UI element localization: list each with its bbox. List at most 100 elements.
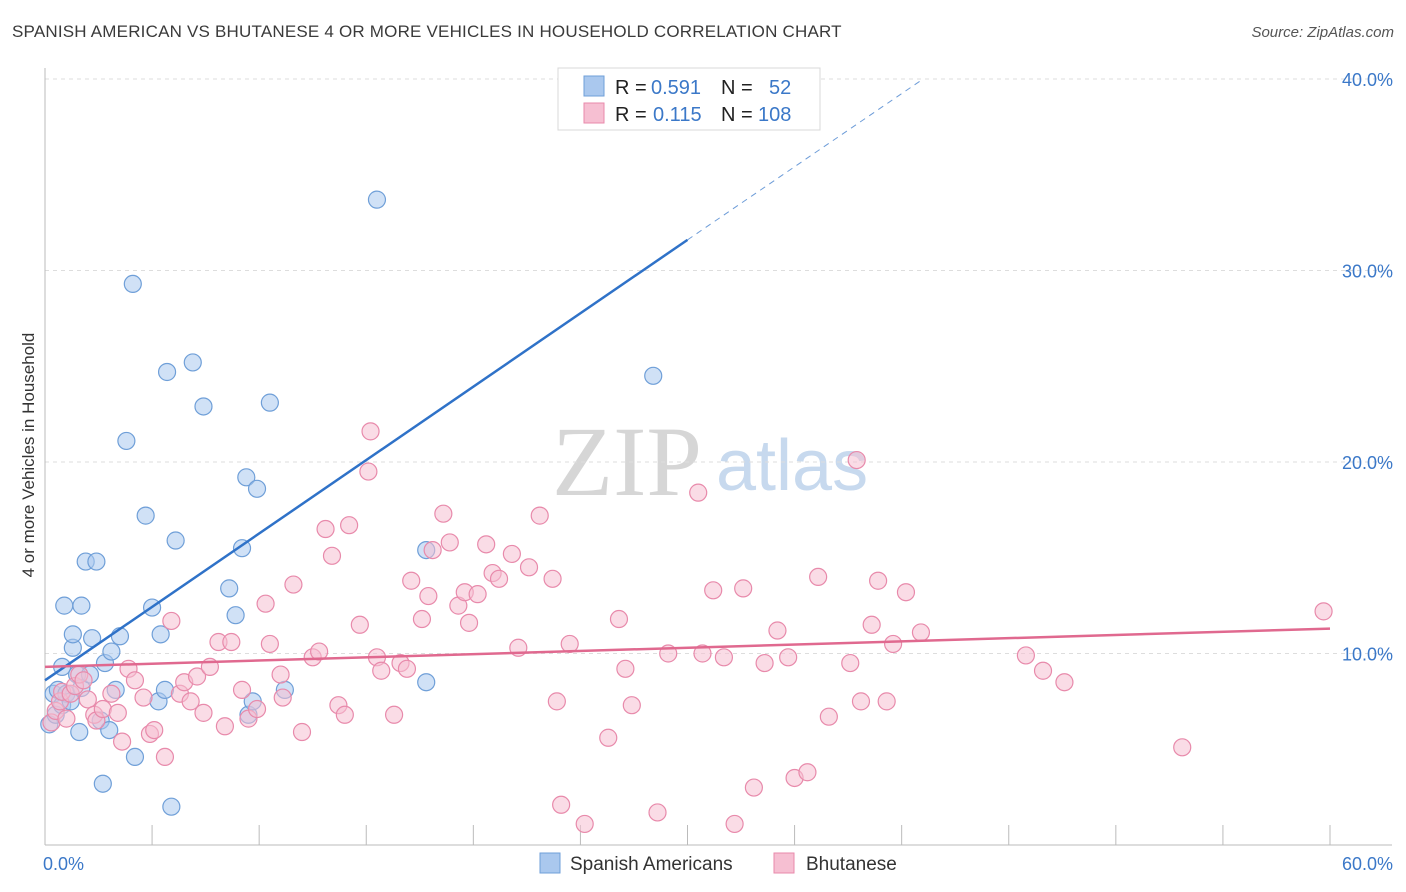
point-bhutanese [145, 720, 164, 740]
point-bhutanese [575, 814, 594, 834]
point-spanish-americans [70, 722, 89, 742]
point-spanish-americans [117, 431, 136, 451]
y-tick-label: 20.0% [1342, 453, 1393, 473]
trend-line-spanish-americans [44, 238, 689, 682]
point-spanish-americans [100, 720, 119, 740]
x-tick-label-min: 0.0% [43, 854, 84, 874]
point-bhutanese [284, 575, 303, 594]
point-spanish-americans [417, 673, 436, 692]
point-bhutanese [609, 609, 629, 629]
point-spanish-americans [136, 506, 155, 525]
point-bhutanese [819, 707, 838, 726]
point-spanish-americans [87, 552, 106, 571]
point-spanish-americans [220, 579, 239, 598]
point-bhutanese [779, 648, 798, 667]
point-spanish-americans [226, 606, 245, 625]
legend-n-value-2: 108 [758, 104, 791, 126]
tick-labels: 10.0% 20.0% 30.0% 40.0% 0.0% 60.0% [43, 70, 1393, 874]
point-bhutanese [622, 696, 641, 715]
point-bhutanese [310, 642, 329, 661]
point-bhutanese [74, 671, 93, 690]
point-bhutanese [125, 671, 145, 690]
point-bhutanese [755, 653, 774, 673]
legend-swatch-bhutanese [773, 852, 795, 874]
point-spanish-americans [93, 774, 112, 793]
point-bhutanese [335, 705, 354, 724]
point-bhutanese [419, 586, 438, 606]
point-bhutanese [477, 535, 496, 554]
point-bhutanese [734, 579, 753, 598]
point-spanish-americans [644, 366, 663, 385]
point-bhutanese [256, 594, 275, 613]
point-bhutanese [547, 692, 566, 711]
y-tick-label: 10.0% [1342, 645, 1393, 665]
point-spanish-americans [55, 596, 74, 615]
point-bhutanese [599, 728, 618, 747]
point-bhutanese [530, 506, 549, 525]
point-bhutanese [440, 533, 459, 552]
point-bhutanese [155, 747, 175, 767]
point-bhutanese [78, 690, 97, 709]
point-bhutanese [704, 581, 723, 600]
y-tick-label: 30.0% [1342, 262, 1393, 282]
series-bhutanese [42, 422, 1333, 834]
point-bhutanese [768, 621, 787, 640]
legend-r-label-1: R = [615, 77, 647, 99]
point-bhutanese [108, 703, 127, 722]
point-spanish-americans [183, 353, 202, 372]
legend-swatch-blue [583, 75, 605, 97]
point-bhutanese [359, 462, 378, 481]
x-tick-label-max: 60.0% [1342, 854, 1393, 874]
point-bhutanese [93, 699, 112, 719]
point-bhutanese [260, 634, 279, 654]
point-bhutanese [877, 692, 896, 711]
legend-r-value-1: 0.591 [651, 77, 701, 99]
point-bhutanese [350, 615, 369, 634]
point-spanish-americans [367, 190, 387, 209]
point-spanish-americans [232, 539, 252, 558]
point-spanish-americans [237, 468, 256, 487]
point-bhutanese [862, 615, 881, 634]
chart-title: SPANISH AMERICAN VS BHUTANESE 4 OR MORE … [12, 22, 842, 41]
point-bhutanese [232, 680, 252, 699]
point-bhutanese [112, 732, 132, 751]
point-bhutanese [725, 814, 744, 834]
source-label: Source: ZipAtlas.com [1251, 24, 1394, 41]
point-bhutanese [273, 688, 292, 707]
point-bhutanese [689, 483, 708, 502]
point-spanish-americans [157, 362, 177, 382]
point-bhutanese [1055, 673, 1074, 692]
gridlines [45, 78, 1392, 654]
point-bhutanese [552, 795, 571, 814]
point-bhutanese [412, 609, 432, 629]
point-bhutanese [434, 504, 453, 523]
point-bhutanese [714, 648, 734, 667]
point-bhutanese [489, 569, 509, 588]
point-spanish-americans [194, 397, 213, 416]
point-bhutanese [851, 692, 871, 711]
correlation-legend: R = 0.591 N = 52 R = 0.115 N = 108 [557, 67, 821, 131]
point-bhutanese [322, 546, 342, 565]
point-bhutanese [543, 569, 562, 588]
point-bhutanese [187, 667, 207, 686]
point-bhutanese [372, 661, 391, 680]
point-spanish-americans [102, 642, 121, 661]
point-bhutanese [181, 692, 200, 711]
legend-swatch-spanish-americans [539, 852, 561, 874]
point-bhutanese [222, 632, 241, 652]
point-bhutanese [1033, 661, 1053, 680]
watermark-atlas: atlas [716, 426, 868, 506]
point-bhutanese [459, 613, 479, 632]
point-bhutanese [502, 544, 521, 564]
point-bhutanese [468, 585, 487, 604]
legend-label-spanish-americans: Spanish Americans [570, 854, 733, 875]
y-tick-label: 40.0% [1342, 70, 1393, 90]
point-spanish-americans [260, 393, 279, 412]
point-bhutanese [1016, 646, 1035, 665]
point-bhutanese [869, 571, 888, 590]
point-bhutanese [896, 583, 916, 602]
point-bhutanese [519, 558, 539, 577]
point-bhutanese [1314, 602, 1333, 621]
point-bhutanese [194, 703, 213, 722]
